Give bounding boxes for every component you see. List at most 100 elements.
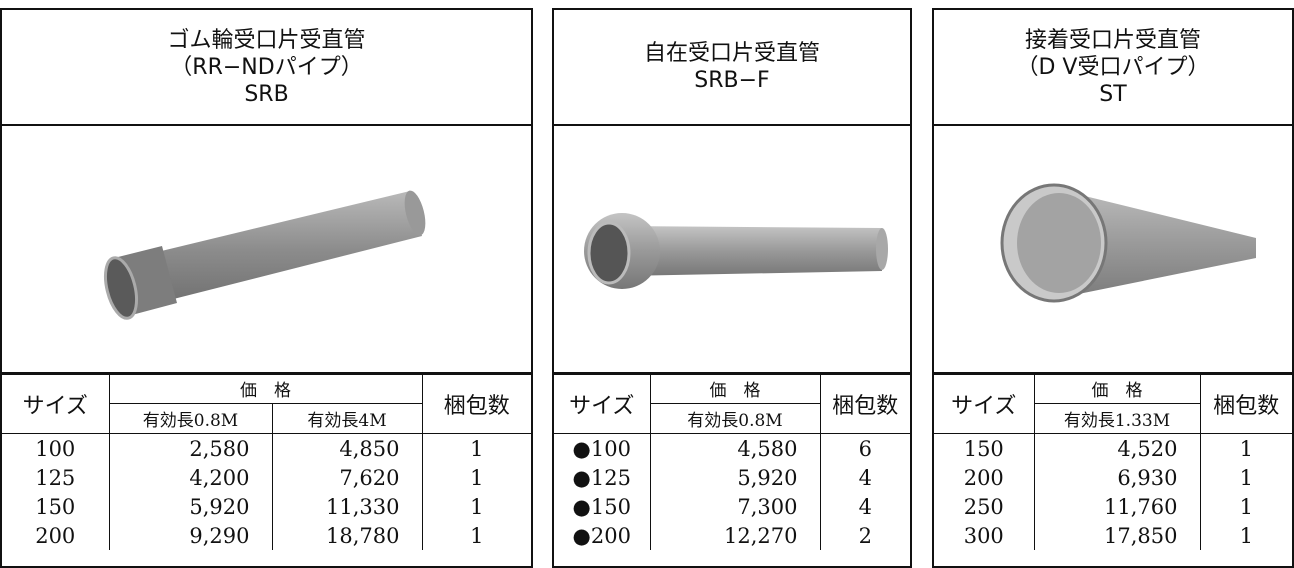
- price-cell: 17,850: [1033, 521, 1201, 550]
- length-header: 有効長1.33M: [1034, 402, 1200, 435]
- price-cell: 5,920: [649, 463, 821, 492]
- product-panel: ゴム輪受口片受直管 （RR−NDパイプ） SRB サイズ価 格梱包数 有効長0.8M 有…: [0, 8, 533, 568]
- product-image: [554, 126, 910, 374]
- pipe-illustration: [103, 190, 426, 320]
- price-cell: 2,580: [108, 433, 273, 463]
- size-cell: ●125: [554, 463, 651, 492]
- panel-title-line: 自在受口片受直管: [643, 41, 820, 66]
- panel-title-line: ST: [1099, 81, 1127, 107]
- pipe-end: [876, 228, 888, 270]
- panel-title-line: （D V受口パイプ）: [1016, 54, 1210, 80]
- price-cell: 5,920: [108, 492, 273, 521]
- price-cell: 11,760: [1033, 492, 1201, 521]
- size-cell: 200: [2, 521, 110, 550]
- pack-cell: 1: [421, 492, 531, 521]
- pipe-mouth: [103, 256, 139, 320]
- price-header: 価 格: [108, 374, 423, 404]
- product-panel: 接着受口片受直管 （D V受口パイプ） ST サイズ価 格梱包数 有効長1.33M 15…: [932, 8, 1294, 568]
- price-cell: 4,520: [1033, 433, 1201, 463]
- size-cell: ●100: [554, 433, 651, 463]
- header-row: 有効長0.8M: [554, 402, 910, 435]
- pack-header: 梱包数: [421, 374, 531, 434]
- data-row: ●100 4,580 6: [554, 433, 910, 463]
- length-header: 有効長0.8M: [650, 402, 820, 435]
- panel-header: 自在受口片受直管 SRB−F: [554, 10, 910, 126]
- size-header: サイズ: [554, 374, 651, 434]
- price-cell: 9,290: [108, 521, 273, 550]
- pipe-mouth: [587, 221, 631, 285]
- data-row: 150 4,520 1: [934, 433, 1292, 463]
- pipe-end: [404, 190, 426, 236]
- pack-cell: 1: [421, 521, 531, 550]
- size-header: サイズ: [934, 374, 1035, 434]
- size-cell: 125: [2, 463, 110, 492]
- price-cell: 4,200: [108, 463, 273, 492]
- data-row: 200 6,930 1: [934, 463, 1292, 492]
- size-cell: ●200: [554, 521, 651, 550]
- panel-header: ゴム輪受口片受直管 （RR−NDパイプ） SRB: [2, 10, 531, 126]
- product-image: [2, 126, 531, 374]
- pipe-inner: [1017, 193, 1101, 293]
- size-cell: 200: [934, 463, 1035, 492]
- price-header: 価 格: [1033, 374, 1201, 404]
- price-table: サイズ価 格梱包数 有効長0.8M 有効長4M 100 2,580 4,850 1 125 4,…: [2, 374, 531, 550]
- size-cell: 250: [934, 492, 1035, 521]
- page: ゴム輪受口片受直管 （RR−NDパイプ） SRB サイズ価 格梱包数 有効長0.8M 有…: [0, 8, 1294, 568]
- pack-cell: 1: [421, 463, 531, 492]
- data-row: ●150 7,300 4: [554, 492, 910, 521]
- pack-cell: 1: [1199, 463, 1292, 492]
- product-image: [934, 126, 1292, 374]
- pack-cell: 2: [819, 521, 910, 550]
- panel-title-line: ゴム輪受口片受直管: [167, 27, 366, 53]
- size-cell: 100: [2, 433, 110, 463]
- pack-cell: 4: [819, 463, 910, 492]
- panel-title-line: SRB: [244, 81, 289, 107]
- pack-cell: 4: [819, 492, 910, 521]
- data-row: ●200 12,270 2: [554, 521, 910, 550]
- data-row: 200 9,290 18,780 1: [2, 521, 531, 550]
- header-row: 有効長0.8M 有効長4M: [2, 402, 531, 435]
- data-row: ●125 5,920 4: [554, 463, 910, 492]
- pipe-body: [624, 226, 882, 276]
- price-cell: 12,270: [649, 521, 821, 550]
- price-cell: 18,780: [271, 521, 423, 550]
- size-cell: 150: [934, 433, 1035, 463]
- data-row: 250 11,760 1: [934, 492, 1292, 521]
- panel-title-line: SRB−F: [694, 68, 770, 93]
- pack-cell: 6: [819, 433, 910, 463]
- price-header: 価 格: [649, 374, 821, 404]
- pack-cell: 1: [1199, 433, 1292, 463]
- price-cell: 4,850: [271, 433, 423, 463]
- size-cell: ●150: [554, 492, 651, 521]
- size-cell: 150: [2, 492, 110, 521]
- header-row: サイズ価 格梱包数: [554, 374, 910, 434]
- panel-header: 接着受口片受直管 （D V受口パイプ） ST: [934, 10, 1292, 126]
- price-cell: 7,300: [649, 492, 821, 521]
- pack-header: 梱包数: [819, 374, 910, 434]
- pack-header: 梱包数: [1199, 374, 1292, 434]
- panel-title-line: （RR−NDパイプ）: [170, 54, 363, 80]
- pack-cell: 1: [1199, 492, 1292, 521]
- size-cell: 300: [934, 521, 1035, 550]
- pipe-illustration: [584, 213, 888, 289]
- pack-cell: 1: [421, 433, 531, 463]
- price-table: サイズ価 格梱包数 有効長0.8M ●100 4,580 6 ●125 5,920 4 ●150…: [554, 374, 910, 550]
- data-row: 300 17,850 1: [934, 521, 1292, 550]
- length-header: 有効長4M: [271, 402, 422, 435]
- pack-cell: 1: [1199, 521, 1292, 550]
- pipe-body: [120, 191, 422, 309]
- price-cell: 7,620: [271, 463, 423, 492]
- size-header: サイズ: [2, 374, 110, 434]
- price-cell: 6,930: [1033, 463, 1201, 492]
- header-row: サイズ価 格梱包数: [934, 374, 1292, 434]
- price-cell: 4,580: [649, 433, 821, 463]
- data-row: 150 5,920 11,330 1: [2, 492, 531, 521]
- pipe-illustration: [1000, 183, 1256, 303]
- data-row: 100 2,580 4,850 1: [2, 433, 531, 463]
- header-row: サイズ価 格梱包数: [2, 374, 531, 434]
- price-table: サイズ価 格梱包数 有効長1.33M 150 4,520 1 200 6,930 1 250 11…: [934, 374, 1292, 550]
- data-row: 125 4,200 7,620 1: [2, 463, 531, 492]
- header-row: 有効長1.33M: [934, 402, 1292, 435]
- price-cell: 11,330: [271, 492, 423, 521]
- panel-title-line: 接着受口片受直管: [1024, 27, 1201, 53]
